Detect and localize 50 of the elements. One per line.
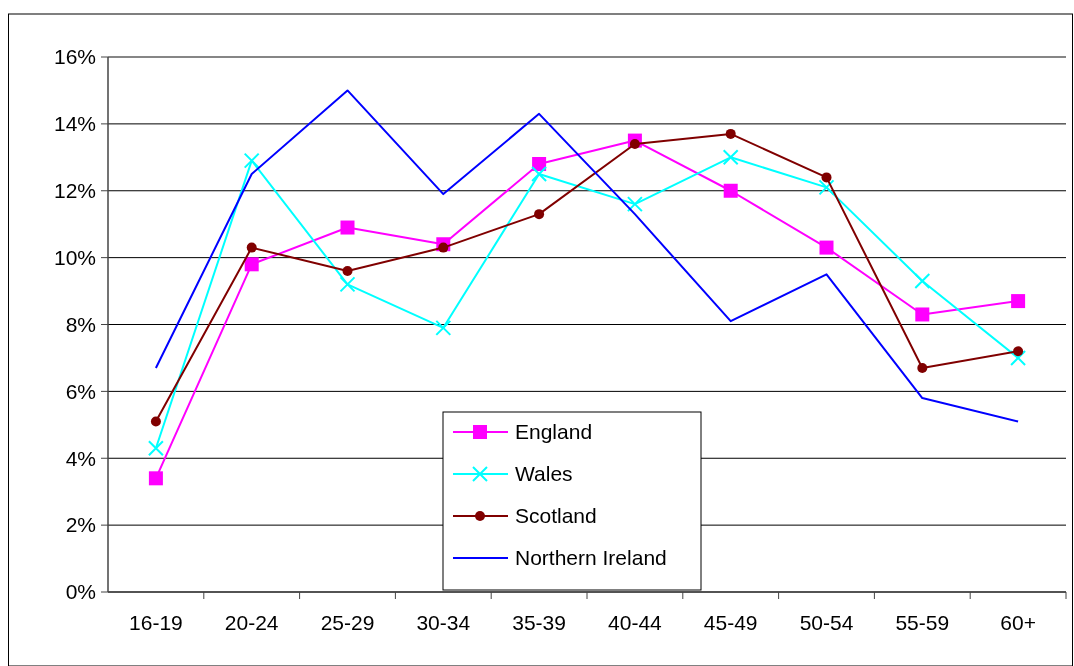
point bbox=[914, 273, 931, 290]
point bbox=[243, 152, 260, 169]
y-tick-label: 2% bbox=[65, 513, 96, 537]
y-tick-label: 6% bbox=[65, 379, 96, 403]
point bbox=[626, 196, 643, 213]
x-tick-label: 40-44 bbox=[608, 611, 663, 634]
x-tick-label: 30-34 bbox=[416, 611, 471, 634]
y-tick-label: 16% bbox=[53, 45, 96, 69]
x-tick-label: 25-29 bbox=[320, 611, 375, 634]
x-tick-label: 20-24 bbox=[224, 611, 279, 634]
point bbox=[148, 471, 163, 486]
point bbox=[531, 166, 548, 183]
x-tick-label: 16-19 bbox=[129, 611, 183, 634]
x-tick-label: 50-54 bbox=[799, 611, 854, 634]
point bbox=[723, 183, 738, 198]
x-tick-label: 55-59 bbox=[895, 611, 950, 634]
point bbox=[435, 319, 452, 336]
legend-label: England bbox=[515, 420, 593, 444]
y-tick-label: 14% bbox=[53, 112, 96, 136]
y-tick-label: 0% bbox=[65, 580, 96, 604]
point bbox=[725, 128, 736, 139]
point bbox=[819, 240, 834, 255]
x-tick-label: 60+ bbox=[1000, 611, 1036, 634]
point bbox=[438, 242, 449, 253]
point bbox=[339, 276, 356, 293]
x-tick-label: 35-39 bbox=[512, 611, 566, 634]
point bbox=[150, 416, 161, 427]
point bbox=[917, 362, 928, 373]
point bbox=[1010, 349, 1027, 366]
legend-label: Wales bbox=[515, 462, 573, 486]
point bbox=[821, 172, 832, 183]
point bbox=[722, 149, 739, 166]
point bbox=[246, 242, 257, 253]
x-tick-label: 45-49 bbox=[703, 611, 758, 634]
point bbox=[818, 179, 835, 196]
point bbox=[147, 440, 164, 457]
point bbox=[629, 138, 640, 149]
point bbox=[915, 307, 930, 322]
y-tick-label: 12% bbox=[53, 179, 96, 203]
point bbox=[342, 266, 353, 276]
point bbox=[1013, 346, 1024, 357]
point bbox=[340, 220, 355, 235]
y-tick-label: 10% bbox=[53, 245, 96, 269]
point bbox=[244, 257, 259, 272]
y-tick-label: 4% bbox=[65, 446, 96, 470]
point bbox=[534, 209, 545, 220]
y-tick-label: 8% bbox=[65, 312, 96, 336]
legend-label: Scotland bbox=[515, 504, 597, 528]
point bbox=[1011, 294, 1026, 309]
legend-label: Northern Ireland bbox=[515, 546, 667, 570]
